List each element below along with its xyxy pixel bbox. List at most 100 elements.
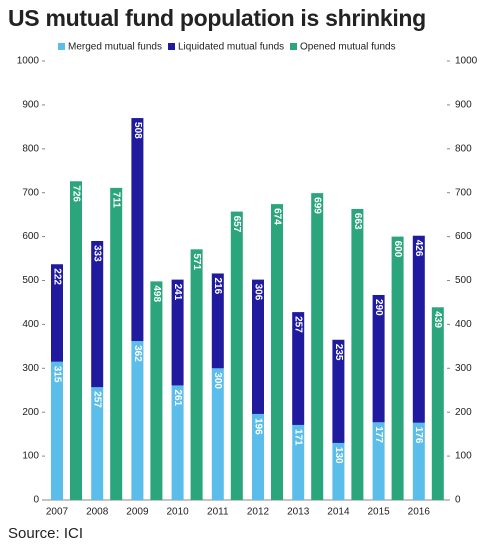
bar: [110, 187, 123, 500]
y-tick-label: 500: [22, 275, 39, 286]
y-tick-label: 600: [22, 231, 39, 242]
value-label: 257: [92, 391, 103, 408]
bar: [311, 193, 324, 500]
bar: [252, 279, 264, 414]
bar: [230, 211, 243, 500]
value-label: 711: [111, 192, 122, 209]
y2-tick-label: 300: [455, 363, 472, 374]
value-label: 196: [252, 418, 263, 435]
bar: [372, 422, 385, 500]
value-label: 362: [132, 345, 143, 362]
y-tick-label: 1000: [17, 56, 40, 67]
bar: [91, 387, 104, 500]
bar: [431, 307, 444, 500]
value-label: 176: [413, 427, 424, 444]
bar: [171, 279, 184, 386]
bar: [190, 249, 203, 500]
value-label: 699: [312, 197, 323, 214]
value-label: 657: [231, 216, 242, 233]
value-label: 333: [92, 245, 103, 262]
x-tick-label: 2010: [166, 507, 189, 518]
source: Source: ICI: [8, 525, 83, 542]
x-tick-label: 2012: [247, 507, 270, 518]
x-tick-label: 2007: [46, 507, 69, 518]
y-tick-label: 0: [33, 495, 39, 506]
bar: [51, 264, 63, 362]
value-label: 726: [70, 185, 81, 202]
bar: [51, 361, 63, 500]
bar: [271, 204, 283, 500]
x-tick-label: 2009: [126, 507, 149, 518]
y2-tick-label: 800: [455, 143, 472, 154]
legend-swatch: [290, 43, 297, 50]
y-tick-label: 300: [22, 363, 39, 374]
x-tick-label: 2011: [207, 507, 229, 518]
y-tick-label: 400: [22, 319, 39, 330]
value-label: 508: [132, 122, 143, 139]
x-tick-label: 2014: [327, 507, 350, 518]
y2-tick-label: 100: [455, 451, 472, 462]
value-label: 290: [373, 299, 384, 316]
y-tick-label: 900: [22, 100, 39, 111]
x-tick-label: 2015: [367, 507, 390, 518]
value-label: 235: [333, 344, 344, 361]
y2-tick-label: 1000: [455, 56, 478, 67]
y2-tick-label: 400: [455, 319, 472, 330]
bar: [131, 118, 144, 342]
y2-tick-label: 600: [455, 231, 472, 242]
value-label: 315: [51, 366, 62, 383]
x-tick-label: 2016: [408, 507, 431, 518]
value-label: 498: [151, 285, 162, 302]
bar: [292, 424, 305, 500]
bar: [131, 341, 144, 500]
value-label: 177: [373, 426, 384, 443]
value-label: 216: [212, 277, 223, 294]
bar: [412, 422, 425, 500]
value-label: 300: [212, 372, 223, 389]
bar: [211, 368, 224, 500]
value-label: 222: [51, 268, 62, 285]
value-label: 241: [172, 284, 183, 301]
y-tick-label: 700: [22, 187, 39, 198]
bar: [412, 235, 425, 423]
y2-tick-label: 0: [455, 495, 461, 506]
value-label: 674: [271, 208, 282, 225]
y2-tick-label: 200: [455, 407, 472, 418]
bar: [70, 181, 82, 500]
legend-label: Opened mutual funds: [300, 42, 396, 53]
y-tick-label: 200: [22, 407, 39, 418]
value-label: 257: [293, 316, 304, 333]
legend-swatch: [58, 43, 65, 50]
value-label: 261: [172, 389, 183, 406]
bar: [332, 339, 345, 443]
bar: [391, 236, 404, 500]
value-label: 439: [432, 311, 443, 328]
x-tick-label: 2008: [86, 507, 109, 518]
y-tick-label: 800: [22, 143, 39, 154]
y2-tick-label: 700: [455, 187, 472, 198]
bar: [150, 281, 163, 500]
y2-tick-label: 500: [455, 275, 472, 286]
bar: [372, 294, 385, 423]
y2-tick-label: 900: [455, 100, 472, 111]
value-label: 306: [252, 284, 263, 301]
value-label: 571: [191, 253, 202, 270]
legend-label: Merged mutual funds: [68, 42, 162, 53]
bar: [332, 442, 345, 500]
bar: [351, 208, 364, 500]
value-label: 600: [392, 241, 403, 258]
value-label: 426: [413, 240, 424, 257]
bar: [292, 312, 305, 425]
legend-swatch: [168, 43, 175, 50]
legend-label: Liquidated mutual funds: [178, 42, 284, 53]
value-label: 171: [293, 429, 304, 446]
bar: [91, 240, 104, 388]
value-label: 663: [352, 213, 363, 230]
bar: [252, 413, 264, 500]
chart-title: US mutual fund population is shrinking: [8, 5, 426, 31]
y-tick-label: 100: [22, 451, 39, 462]
bar: [211, 273, 224, 369]
bar: [171, 385, 184, 500]
value-label: 130: [333, 447, 344, 464]
